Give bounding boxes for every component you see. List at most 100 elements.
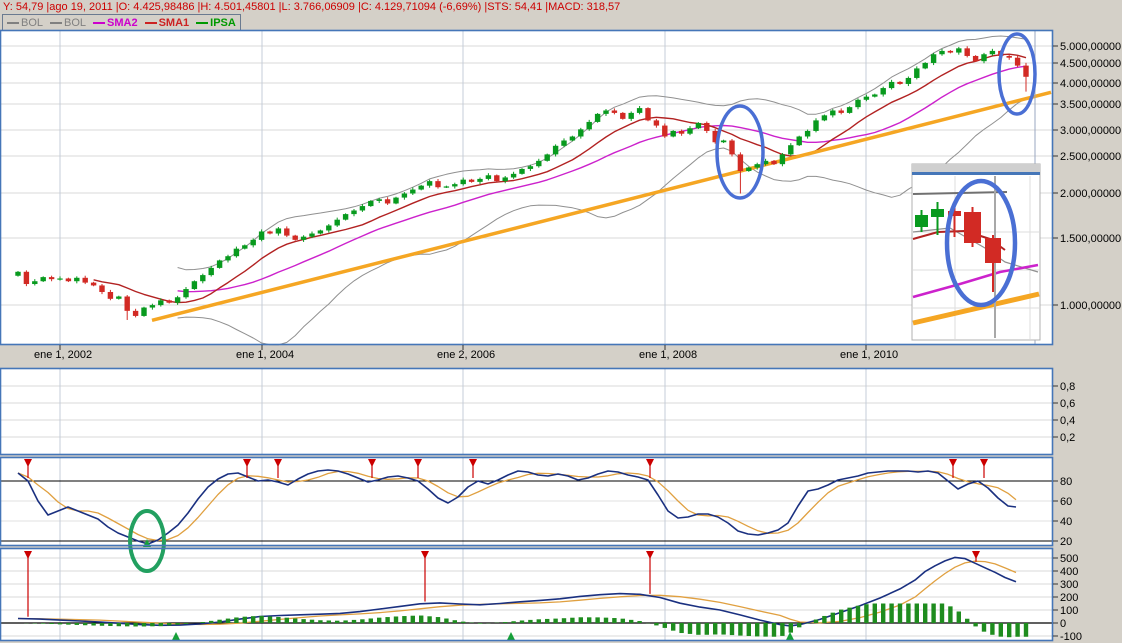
candle-8 [82, 277, 88, 283]
trendline [151, 90, 1052, 322]
macd-histogram [24, 603, 1029, 638]
ellipse-stoch-buy [128, 509, 166, 573]
candle-91 [779, 154, 786, 165]
inset-window[interactable] [911, 163, 1041, 341]
candle-78 [670, 130, 676, 137]
candle-96 [821, 115, 828, 121]
candle-110 [939, 50, 945, 55]
stoch-tick-label: 80 [1060, 476, 1072, 488]
inset-candle-3 [964, 212, 981, 243]
inset-titlebar[interactable] [912, 164, 1040, 172]
candle-49 [426, 181, 433, 186]
candle-32 [284, 228, 290, 236]
candle-108 [922, 62, 928, 69]
candle-56 [485, 175, 492, 179]
date-tick-label: ene 1, 2010 [840, 349, 898, 361]
candle-60 [519, 168, 525, 174]
sell-arrow-icon [469, 459, 477, 467]
chart-legend: BOL BOL SMA2 SMA1 IPSA [2, 14, 241, 31]
candle-77 [662, 125, 668, 137]
sell-arrow-icon [368, 459, 376, 467]
candle-63 [544, 154, 550, 161]
inset-candle-0 [915, 215, 928, 227]
candle-111 [947, 50, 954, 53]
pct-tick-label: 0,8 [1060, 381, 1075, 393]
stoch-tick-label: 60 [1060, 496, 1072, 508]
date-tick-label: ene 1, 2002 [34, 349, 92, 361]
price-tick-label: 4.000,00000 [1060, 78, 1121, 90]
candle-1 [23, 271, 30, 285]
legend-item-label: BOL [64, 16, 87, 29]
candle-14 [132, 310, 139, 316]
candle-53 [460, 179, 466, 185]
legend-item-sma1-3[interactable]: SMA1 [144, 16, 190, 29]
panel-border-3 [0, 547, 1054, 642]
candle-7 [74, 277, 80, 282]
inset-zoom-window [911, 163, 1041, 341]
candle-120 [1023, 65, 1029, 77]
candle-102 [872, 94, 878, 97]
candle-106 [905, 77, 912, 84]
candle-29 [258, 231, 265, 240]
legend-item-sma2-2[interactable]: SMA2 [93, 17, 138, 29]
candle-100 [855, 99, 861, 108]
candle-31 [275, 228, 282, 234]
panel-bg-1[interactable] [0, 368, 1053, 455]
sma1-line [93, 53, 1027, 304]
legend-item-bol-1[interactable]: BOL [50, 17, 86, 29]
candle-22 [200, 275, 206, 282]
legend-swatch-icon [7, 21, 19, 24]
stoch-tick-label: 20 [1060, 536, 1072, 548]
candle-48 [418, 185, 424, 190]
price-tick-label: 2.500,00000 [1060, 151, 1121, 163]
macd-signals [24, 551, 980, 640]
legend-item-label: SMA1 [158, 16, 190, 29]
sell-arrow-icon [243, 459, 251, 467]
candle-105 [897, 81, 903, 84]
candle-9 [90, 282, 97, 286]
stochastic-pane [1, 469, 1053, 545]
legend-swatch-icon [144, 21, 157, 24]
legend-item-bol-0[interactable]: BOL [7, 17, 43, 29]
candle-61 [527, 166, 534, 169]
price-tick-label: 3.500,00000 [1060, 99, 1121, 111]
candle-30 [267, 231, 273, 234]
candle-81 [695, 122, 702, 129]
candle-36 [317, 230, 324, 234]
candle-104 [888, 81, 895, 89]
macd-tick-label: 400 [1060, 566, 1078, 578]
sell-arrow-icon [972, 551, 980, 559]
candle-5 [57, 278, 63, 280]
candle-114 [972, 55, 979, 62]
sma2-line [177, 65, 1027, 293]
candle-112 [956, 48, 962, 53]
candle-35 [309, 233, 315, 237]
candle-23 [208, 267, 214, 276]
date-tick-label: ene 2, 2006 [437, 349, 495, 361]
legend-item-ipsa-4[interactable]: IPSA [196, 17, 236, 29]
candle-16 [149, 305, 156, 308]
legend-item-label: SMA2 [107, 16, 138, 29]
legend-swatch-icon [196, 21, 209, 24]
candle-75 [645, 108, 651, 121]
axis-labels: 5.000,00000 4.500,00000 4.000,00000 3.500,0… [34, 41, 1121, 643]
candle-86 [737, 154, 744, 172]
candle-0 [15, 271, 21, 276]
candle-58 [502, 177, 508, 182]
candle-57 [494, 175, 500, 182]
annotations [128, 32, 1037, 573]
candle-84 [720, 140, 727, 143]
candle-26 [233, 248, 240, 257]
macd-tick-label: 500 [1060, 553, 1078, 565]
candle-99 [846, 107, 853, 113]
candle-85 [729, 140, 735, 155]
candle-37 [326, 225, 332, 231]
candle-34 [300, 236, 307, 240]
panel-border-0 [0, 29, 1054, 346]
candle-64 [552, 145, 559, 155]
candle-80 [687, 128, 693, 134]
candle-39 [342, 214, 349, 220]
candle-89 [762, 160, 769, 165]
candle-71 [611, 110, 618, 113]
